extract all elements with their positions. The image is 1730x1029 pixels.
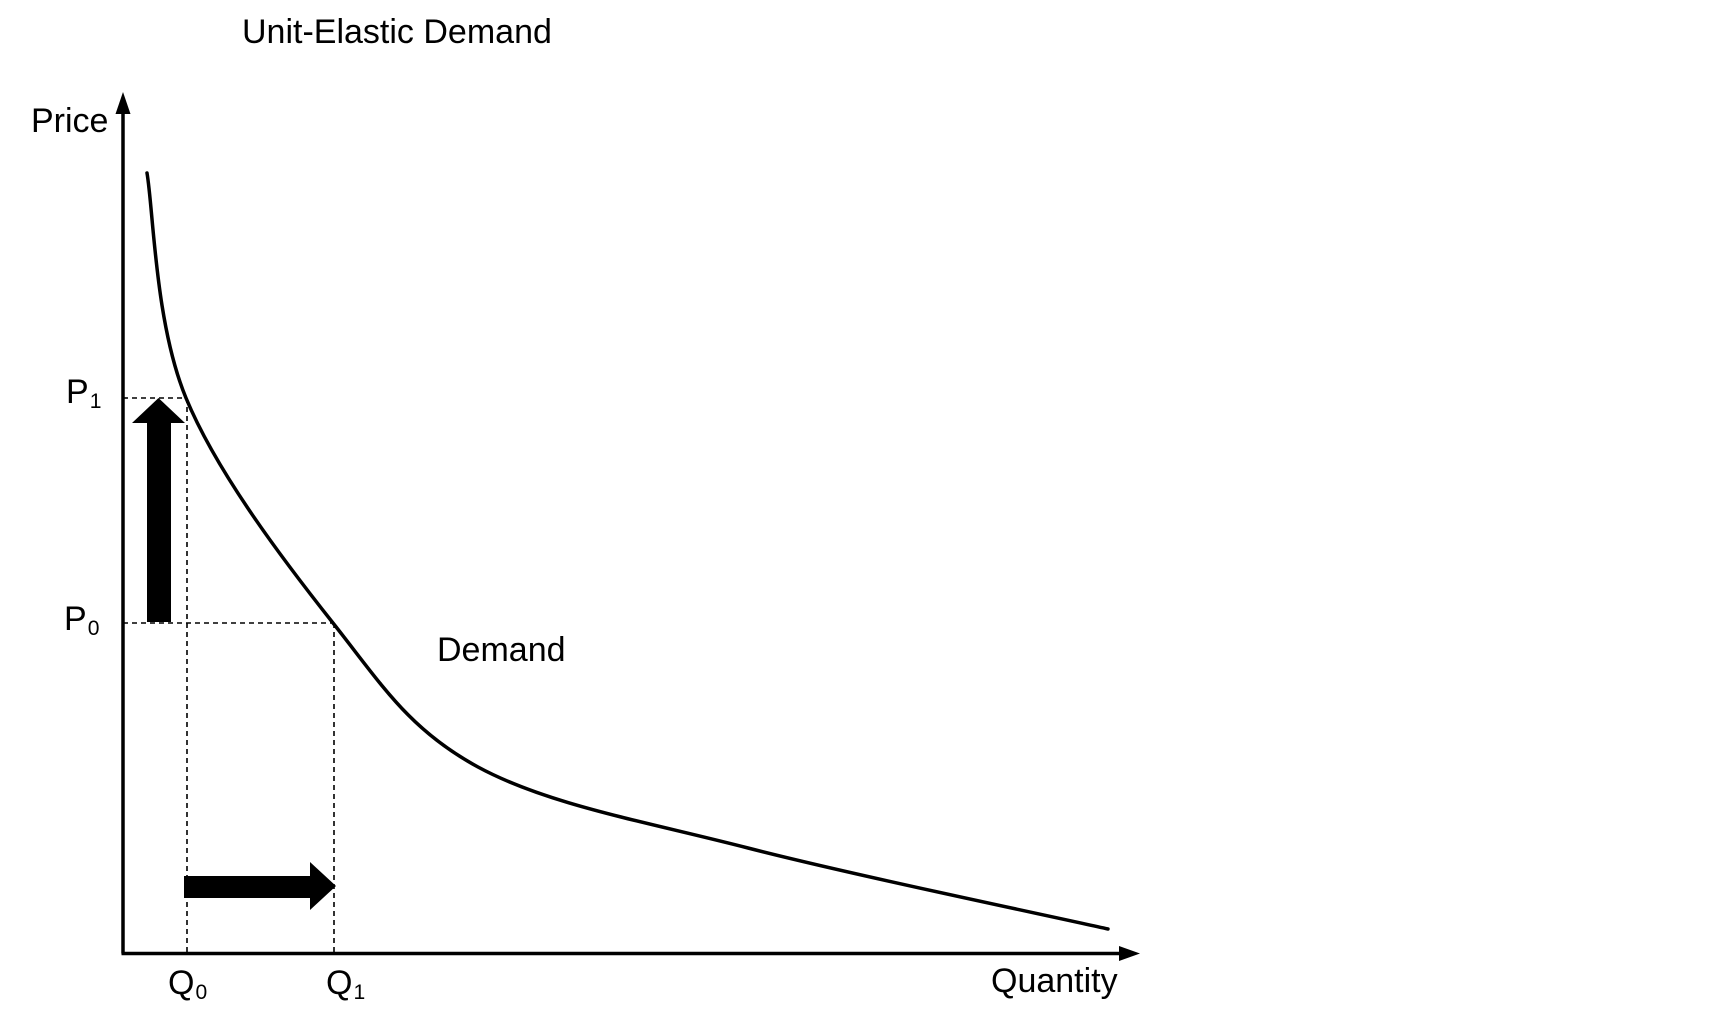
- quantity-q1-base: Q: [326, 964, 353, 1002]
- quantity-q0-base: Q: [168, 964, 195, 1002]
- price-p1-subscript: 1: [89, 389, 102, 413]
- price-p0-base: P: [64, 600, 87, 638]
- demand-curve-label: Demand: [437, 631, 566, 669]
- demand-curve: [145, 171, 1110, 931]
- price-p1-base: P: [66, 373, 89, 411]
- chart-title: Unit-Elastic Demand: [242, 13, 552, 51]
- price-p0-tick-label: P0: [64, 600, 99, 639]
- quantity-q1-subscript: 1: [353, 980, 366, 1004]
- x-axis-label: Quantity: [991, 962, 1118, 1000]
- price-increase-arrow: [132, 398, 185, 622]
- quantity-q1-tick-label: Q1: [326, 964, 365, 1003]
- y-axis-arrowhead-icon: [115, 92, 131, 114]
- price-p1-tick-label: P1: [66, 373, 101, 412]
- price-p0-subscript: 0: [87, 616, 100, 640]
- quantity-q0-tick-label: Q0: [168, 964, 207, 1003]
- y-axis-label: Price: [31, 102, 109, 140]
- quantity-q0-subscript: 0: [195, 980, 208, 1004]
- x-axis-arrowhead-icon: [1119, 946, 1140, 961]
- quantity-shift-arrow: [184, 862, 336, 910]
